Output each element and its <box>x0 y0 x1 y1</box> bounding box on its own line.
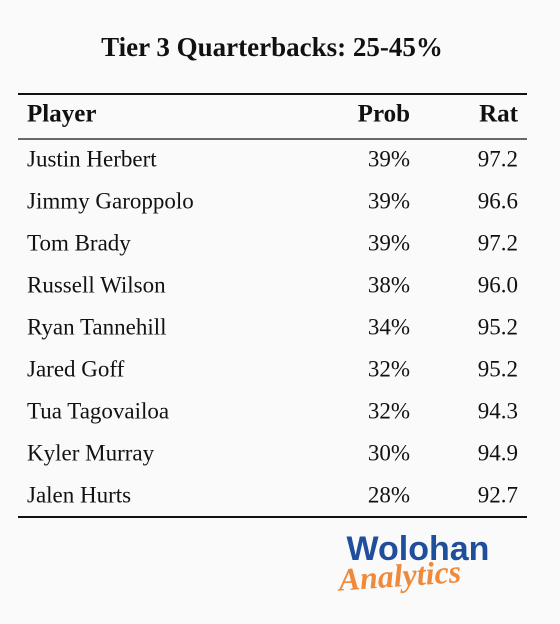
header-cell: Player <box>27 101 96 128</box>
table-cell: 38% <box>368 272 410 297</box>
table-cell: 39% <box>368 146 410 171</box>
header-cell: Prob <box>358 101 410 128</box>
logo-text: Analytics <box>335 553 462 598</box>
table-cell: 32% <box>368 398 410 423</box>
title: Tier 3 Quarterbacks: 25-45% <box>101 32 443 62</box>
table-cell: Jalen Hurts <box>27 482 131 507</box>
table-cell: Kyler Murray <box>27 440 155 465</box>
table-cell: 97.2 <box>478 230 518 255</box>
table-cell: 30% <box>368 440 410 465</box>
table-cell: 39% <box>368 230 410 255</box>
table-cell: Jared Goff <box>27 356 125 381</box>
table-cell: 95.2 <box>478 356 518 381</box>
table-cell: 39% <box>368 188 410 213</box>
table-cell: 95.2 <box>478 314 518 339</box>
table-cell: Ryan Tannehill <box>27 314 167 339</box>
table-cell: Russell Wilson <box>27 272 166 297</box>
table-cell: 32% <box>368 356 410 381</box>
table-cell: 28% <box>368 482 410 507</box>
table-cell: Tom Brady <box>27 230 131 255</box>
table-cell: 97.2 <box>478 146 518 171</box>
table-cell: 96.0 <box>478 272 518 297</box>
table-body: Justin Herbert 39% 97.2 Jimmy Garoppolo 39% 9… <box>27 146 518 507</box>
table-cell: Jimmy Garoppolo <box>27 188 194 213</box>
table-cell: 96.6 <box>478 188 518 213</box>
header-cell: Rat <box>479 101 519 128</box>
table-cell: 34% <box>368 314 410 339</box>
table-cell: 92.7 <box>478 482 518 507</box>
table-cell: 94.3 <box>478 398 518 423</box>
logo-text: Wolohan <box>347 530 490 568</box>
table-cell: Tua Tagovailoa <box>27 398 169 423</box>
table-cell: 94.9 <box>478 440 518 465</box>
table-cell: Justin Herbert <box>27 146 157 171</box>
